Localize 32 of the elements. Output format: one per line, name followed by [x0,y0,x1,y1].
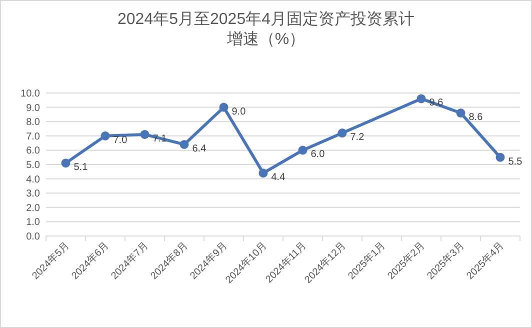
title: 2024年5月至2025年4月固定资产投资累计增速（%） [118,11,414,48]
data-label: 5.5 [508,156,523,168]
point [100,131,110,140]
y-tick-label: 4.0 [26,174,40,186]
y-tick-label: 2.0 [26,202,40,214]
data-label: 7.0 [113,134,128,146]
y-tick-label: 8.0 [26,117,40,128]
y-tick-label: 5.0 [26,160,40,171]
data-label: 9.0 [232,106,246,118]
data-label: 4.4 [271,172,286,184]
point [338,128,347,138]
y-tick-label: 10.0 [20,88,40,100]
data-label: 6.0 [310,149,326,160]
y-tick-label: 1.0 [26,217,40,228]
point [61,158,70,168]
point [219,102,228,112]
y-tick-label: 6.0 [26,146,40,157]
point [298,146,308,155]
y-tick-label: 7.0 [26,131,40,142]
data-label: 6.4 [192,143,207,154]
point [140,130,150,139]
data-label: 7.2 [350,132,365,144]
point [258,168,268,178]
data-label: 5.1 [74,162,88,174]
point [416,94,426,104]
point [180,140,189,149]
data-label: 8.6 [468,112,484,124]
y-tick-label: 3.0 [26,188,40,200]
y-tick-label: 9.0 [26,102,40,114]
y-tick-label: 0.0 [26,232,40,242]
point [496,152,505,162]
point [456,108,466,118]
